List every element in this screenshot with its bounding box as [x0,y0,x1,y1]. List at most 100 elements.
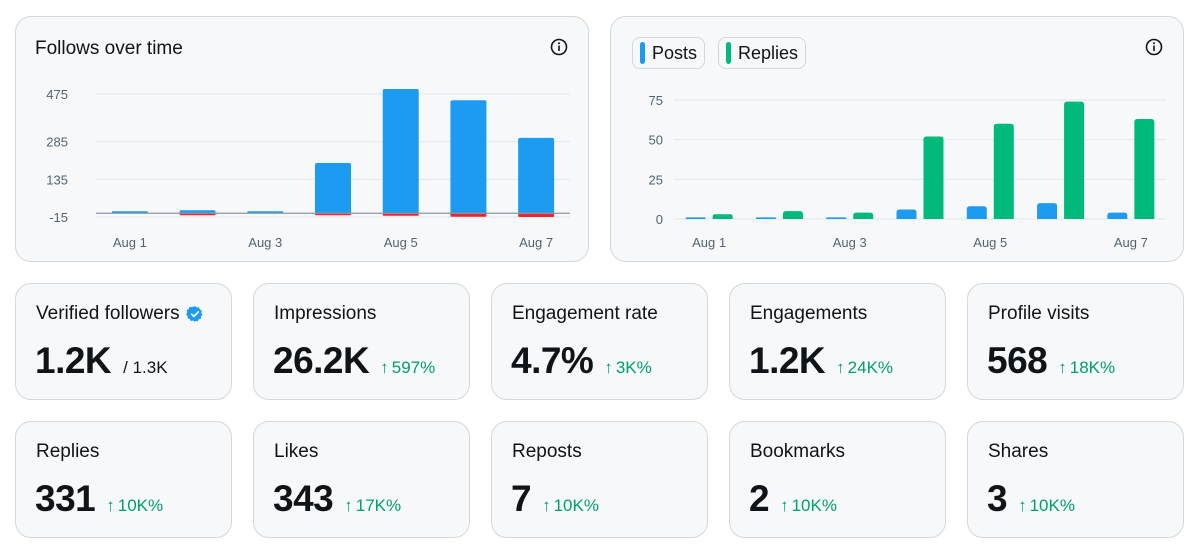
unfollows-bar[interactable] [518,213,555,217]
legend-replies[interactable]: Replies [718,37,807,69]
replies-bar[interactable] [993,123,1014,219]
x-tick-label: Aug 5 [384,235,418,250]
metric-row: 1.2K / 1.3K [35,340,168,382]
y-tick-label: 0 [656,212,663,227]
replies-bar[interactable] [712,214,733,219]
arrow-up-icon: ↑ [344,496,353,515]
metric-change: ↑ 17K% [344,496,401,516]
metric-label: Engagements [750,303,868,324]
y-tick-label: 75 [649,93,663,108]
chart-title: Follows over time [35,38,183,59]
posts-bar[interactable] [966,206,987,219]
metric-card-shares[interactable]: Shares 3 ↑ 10K% [967,421,1184,538]
metric-label: Profile visits [988,303,1090,324]
replies-bar[interactable] [1064,101,1085,219]
metric-change: ↑ 10K% [1018,496,1075,516]
metric-row: 343 ↑ 17K% [273,478,401,520]
metric-label: Engagement rate [512,303,658,324]
metric-change: ↑ 3K% [604,358,651,378]
arrow-up-icon: ↑ [1018,496,1027,515]
metric-label: Shares [988,441,1049,462]
legend-posts[interactable]: Posts [632,37,706,69]
arrow-up-icon: ↑ [604,358,613,377]
metric-card-impressions[interactable]: Impressions 26.2K ↑ 597% [253,283,470,400]
arrow-up-icon: ↑ [1058,358,1067,377]
metric-label: Verified followers [36,303,180,324]
legend-label: Posts [652,42,698,63]
posts-replies-bar-chart: 75 50 25 0 Aug 1 Aug 3 Aug 5 Aug 7 [649,93,1166,250]
metric-card-replies[interactable]: Replies 331 ↑ 10K% [15,421,232,538]
info-icon[interactable] [549,37,569,57]
follows-bar[interactable] [382,88,419,214]
metric-card-bookmarks[interactable]: Bookmarks 2 ↑ 10K% [729,421,946,538]
metric-row: 1.2K ↑ 24K% [749,340,893,382]
follows-bar-chart: 475 285 135 -15 Aug 1 Aug 3 Aug 5 Aug 7 [46,87,570,250]
unfollows-bar[interactable] [382,213,419,216]
change-value: 10K% [553,496,599,515]
replies-bar[interactable] [782,211,803,219]
arrow-up-icon: ↑ [780,496,789,515]
x-tick-label: Aug 7 [1114,235,1148,250]
y-tick-label: 475 [46,87,68,102]
change-value: 10K% [117,496,164,515]
metric-label: Reposts [512,441,582,462]
metric-row: 568 ↑ 18K% [987,340,1115,382]
metric-change: ↑ 18K% [1058,358,1115,378]
change-value: 597% [391,358,436,377]
posts-replies-chart-card: Posts Replies 75 50 25 0 Aug 1 Aug 3 Aug 5 Aug … [610,16,1184,262]
metric-row: 2 ↑ 10K% [749,478,837,520]
change-value: 10K% [1029,496,1075,515]
y-tick-label: 135 [46,172,68,187]
follows-bar[interactable] [179,210,216,214]
unfollows-bar[interactable] [450,213,487,217]
metric-row: 26.2K ↑ 597% [273,340,435,382]
replies-bar[interactable] [923,136,944,219]
change-value: 18K% [1069,358,1116,377]
metric-value: 2 [749,478,770,519]
follows-bar[interactable] [518,137,555,214]
x-tick-label: Aug 3 [248,235,282,250]
metric-label: Replies [36,441,100,462]
metric-card-engagement-rate[interactable]: Engagement rate 4.7% ↑ 3K% [491,283,708,400]
metric-card-verified-followers[interactable]: Verified followers 1.2K / 1.3K [15,283,232,400]
metric-value: 1.2K [35,340,112,381]
y-tick-label: 285 [46,135,68,150]
metric-total: / 1.3K [123,358,168,377]
replies-bar[interactable] [1134,119,1155,219]
info-icon[interactable] [1144,37,1164,57]
y-tick-label: 25 [649,172,663,187]
metric-change: ↑ 597% [380,358,435,378]
metric-label-wrap: Verified followers [36,303,204,325]
follows-bar[interactable] [315,163,351,214]
metric-card-likes[interactable]: Likes 343 ↑ 17K% [253,421,470,538]
follows-chart-card: Follows over time 475 285 135 -15 Aug 1 Aug 3… [15,16,589,262]
posts-bar[interactable] [1037,203,1058,219]
metric-card-reposts[interactable]: Reposts 7 ↑ 10K% [491,421,708,538]
metric-value: 1.2K [749,340,826,381]
metric-card-profile-visits[interactable]: Profile visits 568 ↑ 18K% [967,283,1184,400]
metric-value: 26.2K [273,340,370,381]
metric-change: ↑ 10K% [542,496,599,516]
metric-change: ↑ 10K% [780,496,837,516]
metric-change: ↑ 24K% [836,358,893,378]
follows-bar[interactable] [450,100,487,214]
legend-label: Replies [738,42,799,63]
arrow-up-icon: ↑ [836,358,845,377]
posts-bar[interactable] [755,217,776,219]
metric-value: 343 [273,478,334,519]
change-value: 3K% [615,358,652,377]
metric-row: 331 ↑ 10K% [35,478,163,520]
metric-value: 3 [987,478,1008,519]
replies-bar[interactable] [853,212,874,219]
posts-bar[interactable] [1107,212,1128,219]
arrow-up-icon: ↑ [380,358,389,377]
metric-card-engagements[interactable]: Engagements 1.2K ↑ 24K% [729,283,946,400]
x-tick-label: Aug 5 [973,235,1007,250]
arrow-up-icon: ↑ [542,496,551,515]
x-tick-label: Aug 7 [519,235,553,250]
metric-row: 7 ↑ 10K% [511,478,599,520]
posts-bar[interactable] [685,217,706,219]
posts-bar[interactable] [826,217,847,219]
metric-value: 568 [987,340,1048,381]
posts-bar[interactable] [896,209,917,219]
